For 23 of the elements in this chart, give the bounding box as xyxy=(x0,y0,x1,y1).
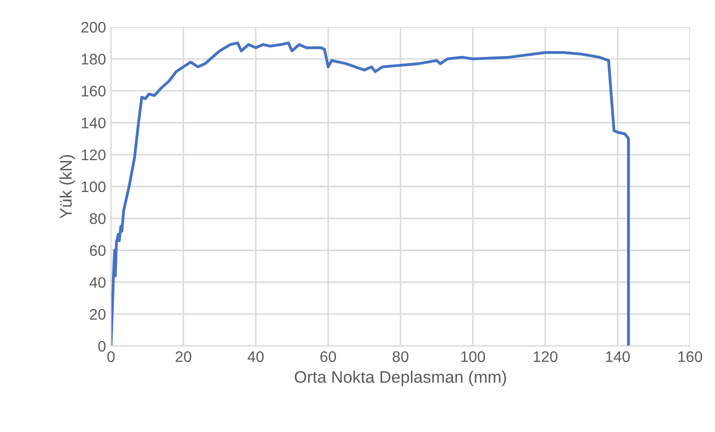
y-axis-title: Yük (kN) xyxy=(60,155,76,219)
x-tick-label: 120 xyxy=(534,351,558,362)
x-tick-label: 60 xyxy=(320,351,336,362)
x-tick-label: 80 xyxy=(392,351,408,362)
x-tick-label: 140 xyxy=(606,351,630,362)
y-tick-label: 60 xyxy=(90,245,106,256)
x-tick-label: 40 xyxy=(248,351,264,362)
x-tick-label: 160 xyxy=(678,351,702,362)
y-tick-label: 180 xyxy=(82,54,106,65)
x-tick-label: 20 xyxy=(176,351,192,362)
y-tick-label: 20 xyxy=(90,308,106,320)
x-tick-label: 0 xyxy=(107,351,115,362)
x-axis-title: Orta Nokta Deplasman (mm) xyxy=(294,370,506,386)
y-tick-label: 140 xyxy=(82,118,106,128)
line-series xyxy=(111,42,630,346)
y-tick-label: 80 xyxy=(90,213,106,224)
y-tick-label: 100 xyxy=(82,181,106,192)
y-tick-label: 120 xyxy=(82,149,106,160)
y-tick-label: 0 xyxy=(98,340,106,352)
y-tick-label: 40 xyxy=(90,277,106,288)
y-tick-label: 200 xyxy=(81,22,106,33)
x-tick-label: 100 xyxy=(461,351,486,362)
y-tick-label: 160 xyxy=(82,86,106,96)
